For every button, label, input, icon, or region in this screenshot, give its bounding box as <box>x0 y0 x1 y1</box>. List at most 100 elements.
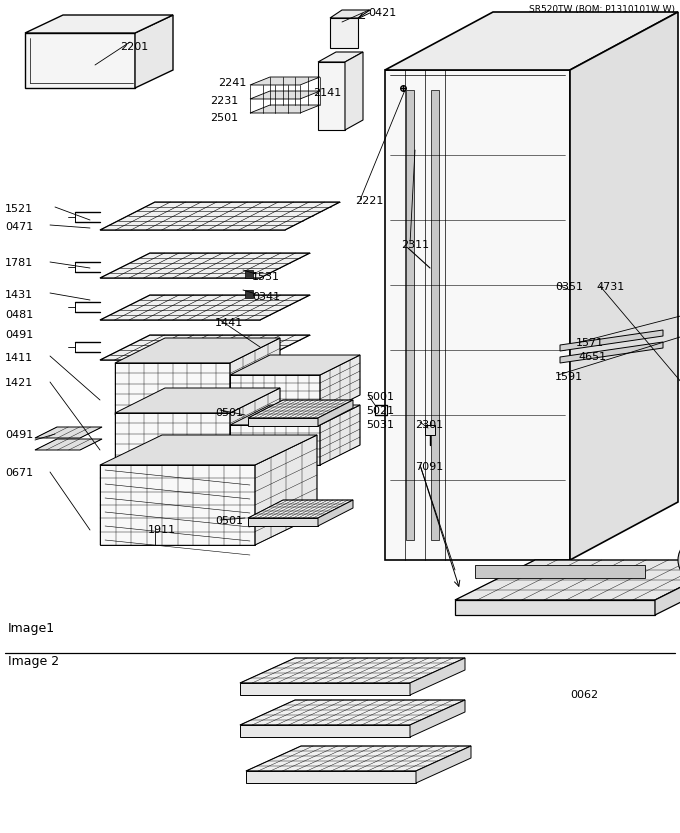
Text: 1421: 1421 <box>5 378 33 388</box>
Text: 1571: 1571 <box>576 338 604 348</box>
Polygon shape <box>240 700 465 725</box>
Polygon shape <box>230 355 360 375</box>
Polygon shape <box>385 12 678 70</box>
Polygon shape <box>320 355 360 415</box>
Text: 1441: 1441 <box>215 318 243 328</box>
Polygon shape <box>416 746 471 783</box>
Text: Image 2: Image 2 <box>8 655 59 668</box>
Text: 0491: 0491 <box>5 430 33 440</box>
Text: 1911: 1911 <box>148 525 176 535</box>
Polygon shape <box>248 400 353 418</box>
Polygon shape <box>655 560 680 615</box>
Polygon shape <box>115 413 230 465</box>
Text: 5021: 5021 <box>366 406 394 416</box>
Polygon shape <box>320 405 360 465</box>
Circle shape <box>678 538 680 582</box>
Text: 2231: 2231 <box>210 96 238 106</box>
Text: 0471: 0471 <box>5 222 33 232</box>
Polygon shape <box>246 771 416 783</box>
Polygon shape <box>100 295 310 320</box>
Polygon shape <box>455 560 680 600</box>
Text: 2141: 2141 <box>313 88 341 98</box>
Text: 0351: 0351 <box>555 282 583 292</box>
Polygon shape <box>25 33 135 88</box>
Polygon shape <box>115 338 280 363</box>
Polygon shape <box>318 500 353 526</box>
Text: 0491: 0491 <box>5 330 33 340</box>
Polygon shape <box>100 202 340 230</box>
Text: 1431: 1431 <box>5 290 33 300</box>
Polygon shape <box>35 439 102 450</box>
Polygon shape <box>385 70 570 560</box>
Text: 5031: 5031 <box>366 420 394 430</box>
Text: 2201: 2201 <box>120 42 148 52</box>
Text: 0341: 0341 <box>252 292 280 302</box>
Polygon shape <box>115 388 280 413</box>
Polygon shape <box>255 435 317 545</box>
Polygon shape <box>135 15 173 88</box>
Text: 7091: 7091 <box>415 462 443 472</box>
Text: 0501: 0501 <box>215 408 243 418</box>
Text: 2501: 2501 <box>210 113 238 123</box>
Bar <box>245 270 253 278</box>
Text: 2241: 2241 <box>218 78 246 88</box>
Text: 0501: 0501 <box>215 516 243 526</box>
Polygon shape <box>570 12 678 560</box>
Polygon shape <box>100 335 310 360</box>
Text: 1521: 1521 <box>5 204 33 214</box>
Polygon shape <box>35 427 102 438</box>
Polygon shape <box>100 435 317 465</box>
Text: SR520TW (BOM: P1310101W W): SR520TW (BOM: P1310101W W) <box>529 5 675 14</box>
Bar <box>406 90 414 540</box>
Text: 2301: 2301 <box>415 420 443 430</box>
Polygon shape <box>455 600 655 615</box>
Text: 1531: 1531 <box>252 272 280 282</box>
Text: 2311: 2311 <box>401 240 429 250</box>
Text: 1781: 1781 <box>5 258 33 268</box>
Bar <box>245 290 253 298</box>
Polygon shape <box>230 425 320 465</box>
Polygon shape <box>246 746 471 771</box>
Polygon shape <box>25 15 173 33</box>
Bar <box>431 90 439 540</box>
Polygon shape <box>330 10 370 18</box>
Polygon shape <box>475 565 645 578</box>
Polygon shape <box>230 405 360 425</box>
Polygon shape <box>410 700 465 737</box>
Polygon shape <box>100 465 255 545</box>
Polygon shape <box>560 330 663 351</box>
Text: 4731: 4731 <box>596 282 624 292</box>
Polygon shape <box>250 77 320 85</box>
Text: 0062: 0062 <box>570 690 598 700</box>
Polygon shape <box>240 725 410 737</box>
Text: 1411: 1411 <box>5 353 33 363</box>
Polygon shape <box>230 388 280 465</box>
Polygon shape <box>248 518 318 526</box>
Polygon shape <box>345 52 363 130</box>
Polygon shape <box>230 375 320 415</box>
Polygon shape <box>100 253 310 278</box>
Polygon shape <box>240 683 410 695</box>
Text: 0421: 0421 <box>368 8 396 18</box>
Polygon shape <box>330 18 358 48</box>
Polygon shape <box>410 658 465 695</box>
Polygon shape <box>250 105 320 113</box>
Polygon shape <box>248 500 353 518</box>
Polygon shape <box>318 400 353 426</box>
Text: Image1: Image1 <box>8 622 55 635</box>
Polygon shape <box>230 338 280 415</box>
Bar <box>425 425 435 435</box>
Polygon shape <box>318 62 345 130</box>
Polygon shape <box>318 52 363 62</box>
Polygon shape <box>240 658 465 683</box>
Polygon shape <box>248 418 318 426</box>
Polygon shape <box>250 91 320 99</box>
Text: 0671: 0671 <box>5 468 33 478</box>
Text: 2221: 2221 <box>355 196 384 206</box>
Text: 4651: 4651 <box>578 352 606 362</box>
Polygon shape <box>560 342 663 363</box>
Text: 5001: 5001 <box>366 392 394 402</box>
Polygon shape <box>115 363 230 415</box>
Text: 0481: 0481 <box>5 310 33 320</box>
Text: 1591: 1591 <box>555 372 583 382</box>
